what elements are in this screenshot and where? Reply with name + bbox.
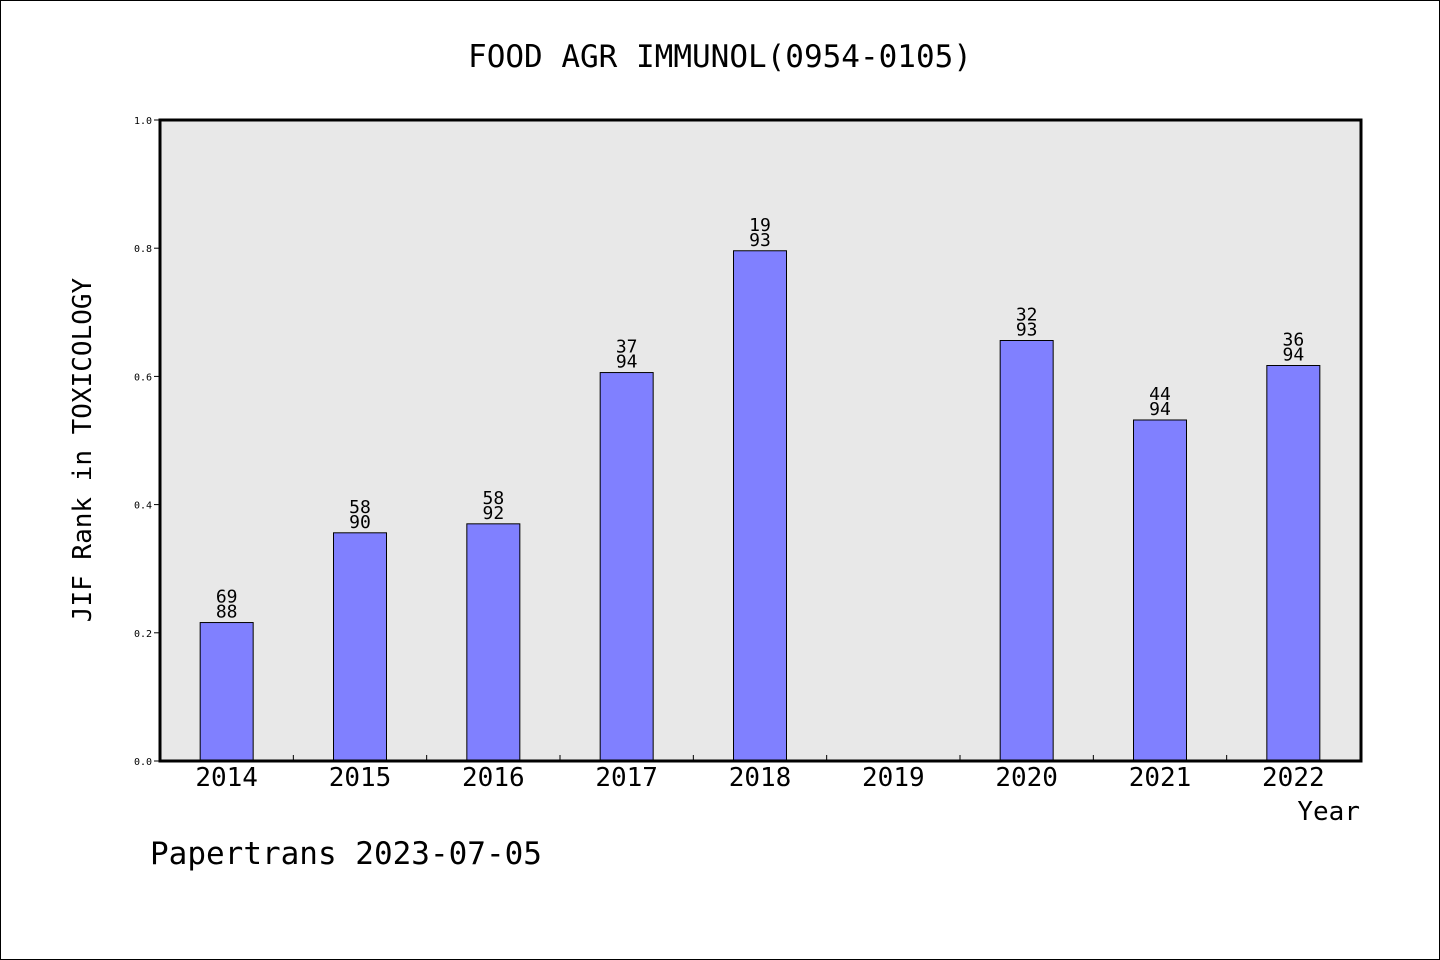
y-tick-label: 0.2 <box>134 629 152 640</box>
y-axis-label: JIF Rank in TOXICOLOGY <box>68 277 98 622</box>
bar-label-bottom-2016: 92 <box>482 503 504 524</box>
bar-label-top-2015: 58 <box>349 497 371 518</box>
y-tick-label: 0.8 <box>134 244 152 255</box>
plot-border <box>158 118 1363 763</box>
bar-label-top-2014: 69 <box>216 587 238 608</box>
bar-label-top-2017: 37 <box>616 337 638 358</box>
chart-title: FOOD AGR IMMUNOL(0954-0105) <box>468 39 972 75</box>
bars-group <box>199 250 1321 762</box>
bar-label-bottom-2015: 90 <box>349 512 371 533</box>
x-tick-label-2022: 2022 <box>1262 763 1325 793</box>
y-tick-label: 0.4 <box>134 501 152 512</box>
x-axis: 2014 2015 2016 2017 2018 2019 2020 2021 2022 <box>195 755 1325 793</box>
bar-2016 <box>466 523 521 762</box>
x-tick-label-2015: 2015 <box>329 763 392 793</box>
x-tick-label-2017: 2017 <box>595 763 658 793</box>
bar-2020 <box>999 340 1054 762</box>
bar-label-top-2022: 36 <box>1282 330 1304 351</box>
bar-label-bottom-2018: 93 <box>749 230 771 251</box>
y-tick-label: 0.0 <box>134 757 152 768</box>
x-tick-label-2016: 2016 <box>462 763 525 793</box>
bar-label-bottom-2014: 88 <box>216 602 238 623</box>
y-axis: 0.0 0.2 0.4 0.6 0.8 1.0 <box>134 116 160 768</box>
x-axis-label: Year <box>1297 797 1360 827</box>
bar-2021 <box>1133 419 1187 762</box>
x-tick-label-2019: 2019 <box>862 763 925 793</box>
bar-label-bottom-2022: 94 <box>1282 345 1304 366</box>
x-tick-label-2020: 2020 <box>995 763 1058 793</box>
bar-2017 <box>599 372 654 762</box>
x-tick-label-2021: 2021 <box>1129 763 1192 793</box>
bar-2018 <box>733 250 787 762</box>
y-tick-label: 0.6 <box>134 372 152 383</box>
bar-2022 <box>1266 365 1321 762</box>
bar-label-top-2018: 19 <box>749 215 771 236</box>
x-tick-label-2018: 2018 <box>729 763 792 793</box>
bar-label-bottom-2021: 94 <box>1149 399 1171 420</box>
bar-label-top-2020: 32 <box>1016 305 1038 326</box>
bar-label-bottom-2020: 93 <box>1016 320 1038 341</box>
bar-2014 <box>199 622 254 762</box>
bar-label-top-2021: 44 <box>1149 384 1171 405</box>
x-tick-label-2014: 2014 <box>195 763 258 793</box>
footer-credit: Papertrans 2023-07-05 <box>150 836 542 872</box>
y-tick-label: 1.0 <box>134 116 152 127</box>
bar-2015 <box>333 532 387 762</box>
bar-label-top-2016: 58 <box>482 488 504 509</box>
bar-label-bottom-2017: 94 <box>616 352 638 373</box>
